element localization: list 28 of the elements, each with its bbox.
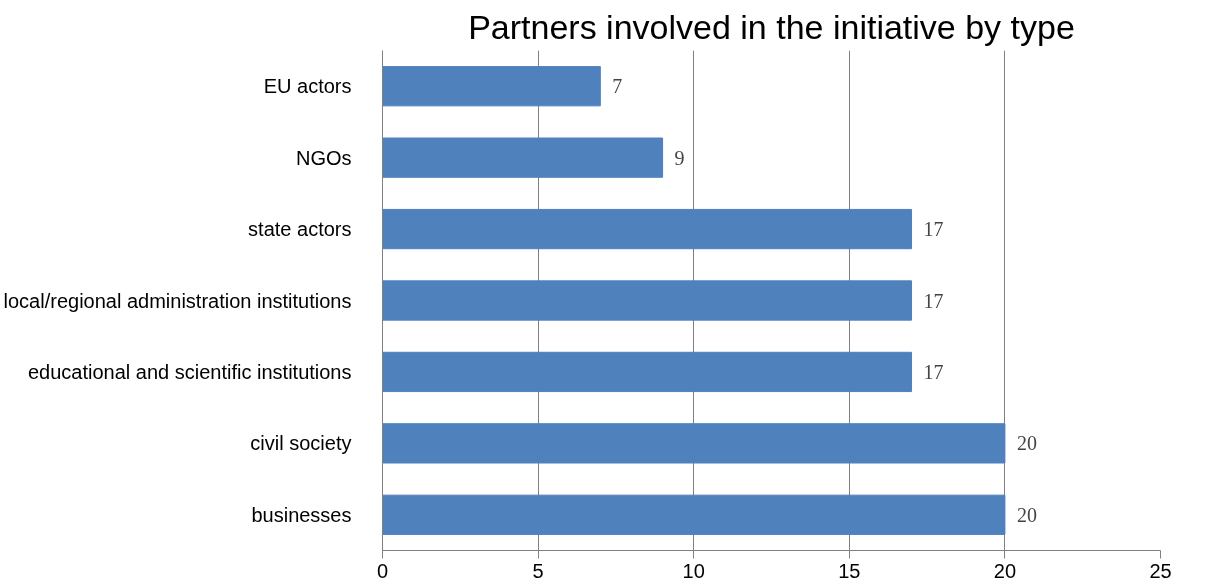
y-tick-label: civil society — [250, 432, 352, 455]
data-label: 9 — [674, 146, 685, 169]
x-tick-label: 25 — [1149, 559, 1172, 582]
bar — [382, 66, 601, 107]
x-tick-label: 20 — [993, 559, 1017, 582]
bar — [382, 208, 913, 250]
data-label: 20 — [1016, 432, 1037, 455]
x-tick-label: 15 — [838, 559, 861, 582]
x-tick-label: 0 — [376, 559, 389, 582]
chart-title: Partners involved in the initiative by type — [468, 7, 1075, 46]
data-label: 17 — [923, 360, 944, 383]
y-tick-label: state actors — [248, 218, 352, 241]
data-label: 20 — [1016, 503, 1037, 526]
y-tick-label: educational and scientific institutions — [27, 360, 352, 383]
y-tick-label: local/regional administration institutions — [3, 289, 352, 312]
y-tick-label: businesses — [251, 503, 352, 526]
bar — [382, 423, 1006, 464]
x-tick-label: 5 — [532, 559, 544, 582]
x-tick-label: 10 — [682, 559, 705, 582]
data-label: 7 — [612, 75, 623, 98]
y-tick-label: NGOs — [295, 146, 352, 169]
bar — [382, 351, 913, 393]
bar — [382, 137, 664, 178]
data-label: 17 — [923, 218, 944, 241]
y-tick-label: EU actors — [263, 75, 352, 98]
bar — [382, 280, 913, 321]
bar — [382, 494, 1006, 535]
data-label: 17 — [923, 289, 944, 312]
